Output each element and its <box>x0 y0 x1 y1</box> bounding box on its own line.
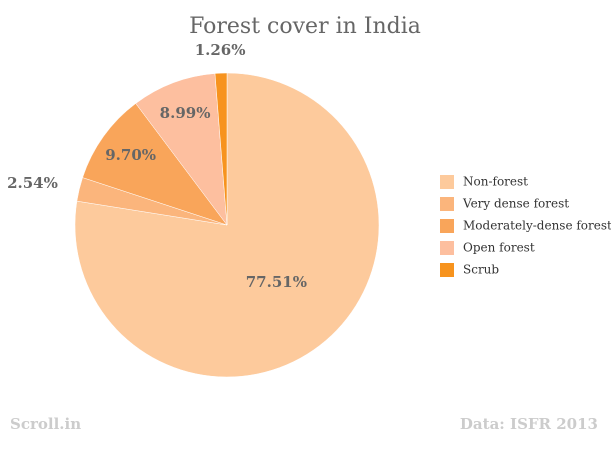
data-label: 1.26% <box>195 41 246 59</box>
legend-swatch <box>440 219 454 233</box>
data-label: 9.70% <box>105 146 156 164</box>
legend-swatch <box>440 263 454 277</box>
data-label: 8.99% <box>160 104 211 122</box>
credit: Scroll.in <box>10 415 81 433</box>
pie-slice <box>82 103 228 226</box>
legend-label: Very dense forest <box>462 197 569 211</box>
legend-label: Moderately-dense forest <box>463 219 611 233</box>
legend-label: Open forest <box>463 241 535 255</box>
pie-slice <box>214 72 228 226</box>
legend-swatch <box>440 241 454 255</box>
legend-swatch <box>440 175 454 189</box>
data-label: 77.51% <box>246 273 307 291</box>
source: Data: ISFR 2013 <box>460 415 598 433</box>
data-label: 2.54% <box>7 174 58 192</box>
legend-label: Non-forest <box>463 175 528 189</box>
chart-title: Forest cover in India <box>189 14 421 39</box>
legend-label: Scrub <box>463 263 499 277</box>
pie-slice <box>135 73 228 226</box>
legend-swatch <box>440 197 454 211</box>
